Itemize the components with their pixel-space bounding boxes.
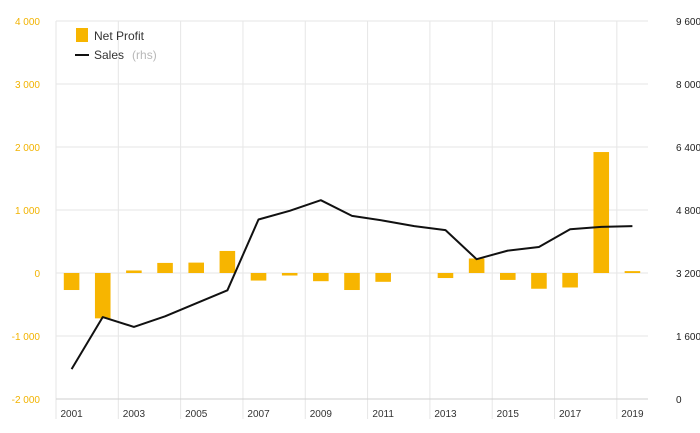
legend: Net Profit Sales (rhs) bbox=[75, 28, 157, 63]
bar-net-profit bbox=[624, 271, 641, 273]
bar-net-profit bbox=[562, 273, 578, 288]
bar-net-profit bbox=[126, 270, 142, 273]
left-tick-label: 0 bbox=[34, 269, 40, 280]
sales-line-layer bbox=[70, 199, 633, 370]
gridlines bbox=[55, 20, 648, 419]
bar-net-profit bbox=[94, 273, 111, 319]
x-tick-label: 2009 bbox=[310, 409, 333, 420]
axes: -2 000 -1 000 0 1 000 2 000 3 000 4 000 0 1 600 3… bbox=[12, 17, 700, 420]
bar-net-profit bbox=[219, 250, 236, 273]
right-tick-label: 9 600 bbox=[676, 17, 700, 28]
x-tick-label: 2013 bbox=[434, 409, 457, 420]
x-tick-label: 2005 bbox=[185, 409, 208, 420]
bar-net-profit bbox=[500, 273, 516, 280]
bar-net-profit bbox=[468, 258, 485, 273]
bar-net-profit bbox=[344, 273, 360, 291]
bar-net-profit bbox=[531, 273, 547, 289]
x-tick-label: 2015 bbox=[497, 409, 520, 420]
bar-net-profit bbox=[250, 273, 267, 281]
bar-net-profit bbox=[63, 273, 80, 291]
left-tick-label: -1 000 bbox=[12, 332, 41, 343]
left-tick-label: -2 000 bbox=[12, 395, 41, 406]
bar-net-profit bbox=[313, 273, 329, 282]
right-tick-label: 8 000 bbox=[676, 80, 700, 91]
x-tick-label: 2001 bbox=[60, 409, 83, 420]
left-tick-label: 4 000 bbox=[15, 17, 40, 28]
x-tick-label: 2011 bbox=[372, 409, 394, 420]
left-tick-label: 2 000 bbox=[15, 143, 40, 154]
net-profit-bars bbox=[63, 152, 641, 319]
bar-net-profit bbox=[375, 273, 391, 282]
bar-net-profit bbox=[593, 152, 610, 273]
x-tick-label: 2003 bbox=[123, 409, 146, 420]
legend-label-net-profit: Net Profit bbox=[94, 29, 145, 43]
legend-label-sales: Sales (rhs) bbox=[94, 46, 157, 63]
left-tick-label: 1 000 bbox=[15, 206, 40, 217]
x-tick-label: 2019 bbox=[621, 409, 644, 420]
bar-net-profit bbox=[281, 273, 298, 276]
legend-label-sales-note: (rhs) bbox=[132, 48, 157, 62]
right-tick-label: 6 400 bbox=[676, 143, 700, 154]
left-tick-label: 3 000 bbox=[15, 80, 40, 91]
right-tick-label: 0 bbox=[676, 395, 682, 406]
x-tick-label: 2007 bbox=[247, 409, 270, 420]
right-tick-label: 1 600 bbox=[676, 332, 700, 343]
legend-swatch-net-profit bbox=[76, 28, 88, 42]
right-tick-label: 4 800 bbox=[676, 206, 700, 217]
bar-net-profit bbox=[157, 262, 173, 273]
x-tick-label: 2017 bbox=[559, 409, 582, 420]
bar-net-profit bbox=[188, 262, 204, 273]
bar-net-profit bbox=[437, 273, 454, 279]
right-tick-label: 3 200 bbox=[676, 269, 700, 280]
legend-label-sales-text: Sales bbox=[94, 48, 124, 62]
sales-line bbox=[70, 199, 633, 370]
